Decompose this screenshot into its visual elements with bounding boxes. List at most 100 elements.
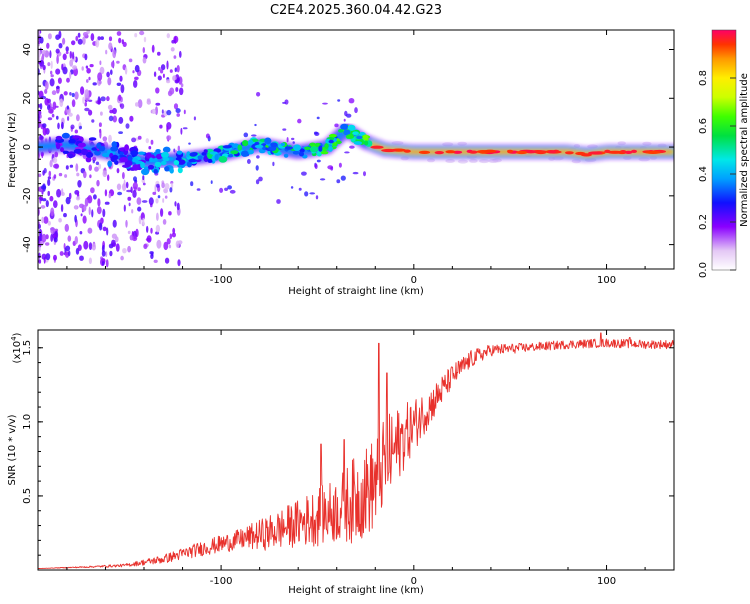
- spectrogram-blob: [141, 168, 150, 176]
- spectrogram-speckle: [157, 195, 161, 199]
- spectrogram-halo: [427, 158, 435, 163]
- spectrogram-speckle: [59, 98, 64, 107]
- spectrogram-speckle: [256, 92, 261, 97]
- spectrogram-speckle: [314, 163, 318, 169]
- spectrogram-speckle: [89, 174, 92, 179]
- spectrogram-blob: [127, 155, 133, 162]
- spectrogram-blob: [130, 150, 139, 156]
- spectrogram-speckle: [344, 151, 350, 154]
- spectrogram-speckle: [286, 137, 289, 143]
- spectrogram-speckle: [170, 47, 175, 52]
- spectrogram-hotspot: [645, 150, 661, 154]
- spectrogram-blob: [177, 167, 183, 174]
- spectrogram-speckle: [42, 198, 47, 202]
- spectrogram-speckle: [76, 114, 80, 122]
- snr-y-tick-label: 1.0: [22, 414, 33, 430]
- spectrogram-blob: [186, 161, 192, 168]
- spectrogram-hotspot: [468, 150, 478, 154]
- spectrogram-speckle: [104, 201, 110, 205]
- spectrogram-blob: [80, 148, 88, 155]
- spectrogram-speckle: [71, 92, 75, 98]
- spectrogram-speckle: [49, 195, 54, 202]
- spectrogram-speckle: [96, 206, 102, 215]
- spectrogram-blob: [338, 129, 344, 133]
- spectrogram-speckle: [129, 234, 134, 241]
- spectrogram-hotspot: [631, 149, 637, 153]
- spectrogram-speckle: [316, 116, 320, 120]
- spectrogram-speckle: [336, 179, 341, 184]
- spectrogram-speckle: [166, 79, 171, 84]
- spectrogram-speckle: [52, 157, 58, 164]
- snr-y-tick-label: 1.5: [22, 340, 33, 356]
- spectrogram-speckle: [77, 32, 81, 38]
- spectrogram-blob: [197, 155, 203, 160]
- spectrogram-speckle: [91, 209, 94, 218]
- spectrogram-hotspot: [515, 150, 528, 155]
- spectrogram-halo: [457, 159, 468, 164]
- spectrogram-speckle: [99, 130, 102, 139]
- snr-x-label: Height of straight line (km): [288, 585, 424, 596]
- spectrogram-speckle: [173, 103, 179, 110]
- spectrogram-speckle: [168, 211, 172, 216]
- spectrogram-speckle: [118, 116, 124, 124]
- spectrogram-speckle: [68, 112, 73, 117]
- spectrogram-speckle: [118, 94, 122, 102]
- spectrogram-speckle: [162, 219, 167, 225]
- spectrogram-speckle: [61, 188, 64, 196]
- spectrogram-blob: [328, 133, 337, 138]
- spectrogram-speckle: [98, 122, 102, 127]
- spectrogram-blob: [299, 148, 305, 153]
- spectrogram-hotspot: [434, 151, 444, 155]
- spectrogram-speckle: [255, 179, 260, 185]
- colorbar-tick-label: 0.6: [698, 118, 709, 134]
- spectrogram-speckle: [112, 219, 117, 228]
- spectrogram-speckle: [156, 239, 162, 249]
- spectrogram-speckle: [316, 159, 321, 163]
- spectrogram-speckle: [85, 65, 89, 69]
- spectrogram-speckle: [84, 89, 90, 98]
- spectrogram-hotspot: [418, 150, 431, 154]
- spectrogram-speckle: [79, 125, 82, 130]
- spectrogram-speckle: [79, 231, 83, 235]
- spectrogram-speckle: [47, 190, 50, 197]
- spectrogram-speckle: [38, 245, 41, 252]
- spectrogram-speckle: [156, 183, 160, 188]
- spectrogram-speckle: [65, 245, 71, 252]
- spectrogram-blob: [347, 124, 356, 131]
- snr-y-label: SNR (10 * v/v): [7, 414, 18, 485]
- spectrogram-speckle: [151, 44, 155, 53]
- spectrogram-speckle: [127, 196, 132, 201]
- spectrogram-speckle: [338, 162, 342, 168]
- spectrogram-speckle: [160, 208, 164, 217]
- spectrogram-speckle: [75, 35, 79, 42]
- spectrogram-speckle: [126, 189, 132, 193]
- spectrogram-speckle: [68, 250, 71, 257]
- spectrogram-speckle: [160, 64, 166, 71]
- spectrogram-blob: [98, 145, 106, 152]
- spectrogram-halo: [479, 159, 490, 164]
- spectrogram-speckle: [177, 259, 181, 267]
- spectrogram-speckle: [41, 233, 47, 243]
- spectrogram-hotspot: [370, 145, 384, 149]
- spectrogram-blob: [68, 153, 74, 159]
- spectrogram-speckle: [74, 129, 79, 134]
- spectrogram-halo: [492, 158, 502, 163]
- spectrogram-speckle: [46, 42, 50, 49]
- spectrogram-speckle: [40, 205, 46, 209]
- spectrogram-speckle: [62, 53, 67, 61]
- spectrogram-blob: [111, 141, 118, 148]
- spectrogram-speckle: [96, 179, 100, 187]
- spectrogram-speckle: [143, 36, 147, 43]
- spectrogram-speckle: [96, 100, 102, 105]
- spectrogram-speckle: [63, 243, 66, 250]
- spectrogram-speckle: [82, 36, 86, 45]
- spectrogram-y-tick-label: 40: [22, 43, 33, 56]
- spectrogram-blob: [164, 166, 170, 172]
- spectrogram-speckle: [137, 99, 143, 109]
- spectrogram-speckle: [117, 191, 123, 196]
- spectrogram-speckle: [125, 123, 130, 129]
- spectrogram-speckle: [157, 75, 162, 81]
- spectrogram-y-tick-label: -20: [22, 188, 33, 204]
- spectrogram-speckle: [176, 65, 180, 73]
